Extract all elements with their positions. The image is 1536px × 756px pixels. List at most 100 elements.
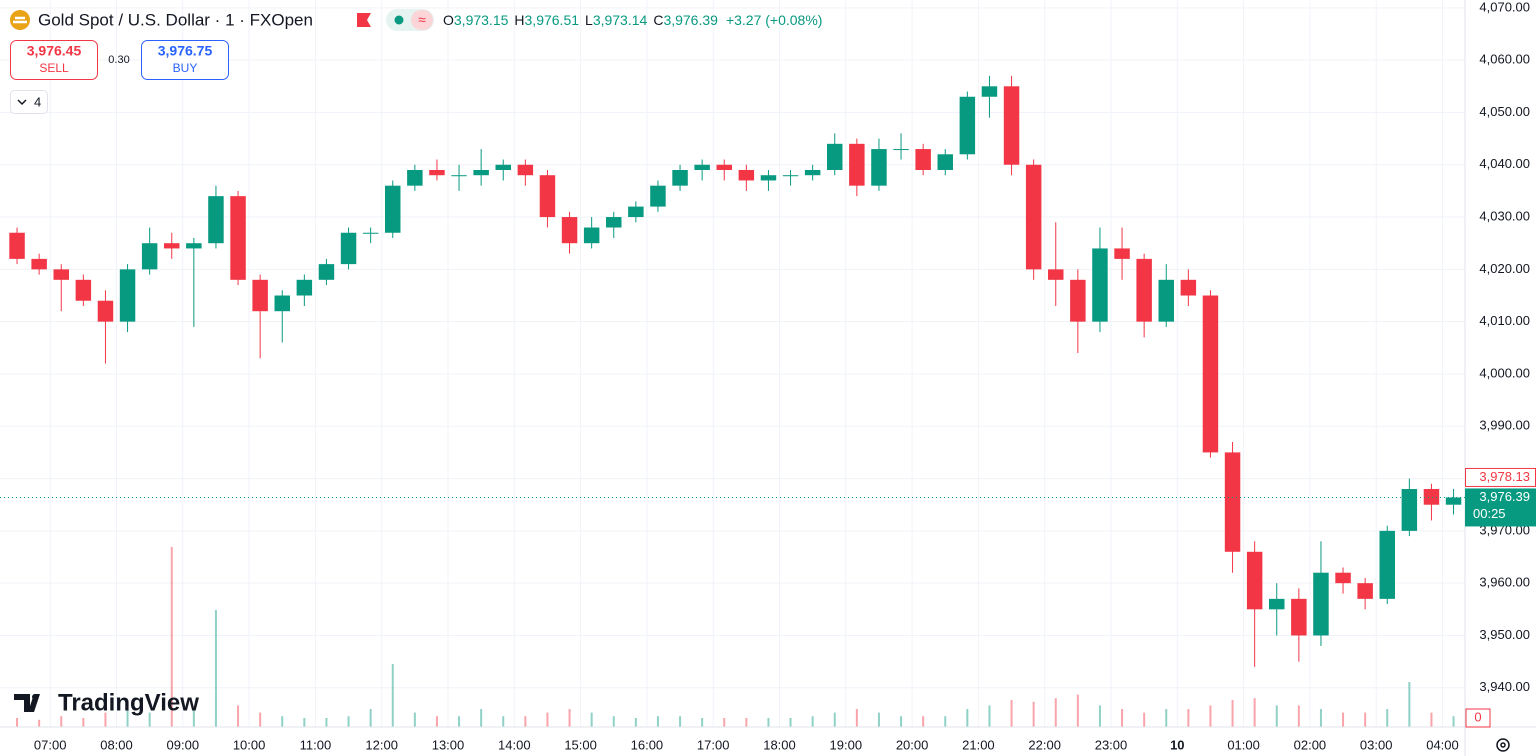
x-tick-label: 14:00: [498, 737, 531, 752]
volume-bar: [656, 716, 659, 727]
volume-bar: [524, 716, 527, 727]
volume-bar: [634, 718, 637, 727]
volume-bar: [1054, 698, 1057, 727]
x-tick-label: 22:00: [1028, 737, 1061, 752]
volume-bar: [900, 716, 903, 727]
candle-body: [1423, 489, 1440, 505]
x-tick-label: 12:00: [365, 737, 398, 752]
candle-body: [274, 295, 290, 312]
volume-bar: [1165, 709, 1168, 727]
buy-label: BUY: [173, 61, 198, 75]
candle-body: [716, 164, 732, 170]
x-tick-label: 07:00: [34, 737, 67, 752]
candle-body: [1224, 452, 1241, 552]
y-tick-label: 4,040.00: [1479, 156, 1530, 171]
y-tick-label: 3,990.00: [1479, 418, 1530, 433]
candle-body: [208, 196, 224, 244]
change: +3.27 (+0.08%): [726, 12, 823, 28]
x-tick-label: 10: [1170, 737, 1184, 752]
volume-bar: [303, 718, 306, 727]
candle-body: [539, 175, 556, 218]
volume-bar: [612, 716, 615, 727]
volume-bar: [391, 664, 394, 727]
volume-bar: [38, 719, 41, 727]
candle-body: [1313, 572, 1329, 636]
volume-bar: [82, 718, 85, 727]
volume-bar: [877, 712, 880, 727]
volume-bar: [679, 716, 682, 727]
volume-bar: [966, 709, 969, 727]
candle-body: [1180, 279, 1197, 296]
volume-bar: [60, 716, 63, 727]
volume-bar: [104, 712, 107, 727]
volume-bar: [855, 709, 858, 727]
candle-body: [937, 154, 953, 170]
x-tick-label: 08:00: [100, 737, 133, 752]
candle-body: [1114, 248, 1130, 259]
volume-bar: [1076, 694, 1079, 727]
candle-body: [318, 264, 335, 280]
spread: 0.30: [108, 54, 129, 66]
logo-text[interactable]: TradingView: [58, 689, 199, 716]
candle-body: [119, 269, 136, 322]
volume-bar: [458, 716, 461, 727]
flag-icon[interactable]: [357, 13, 371, 27]
candle-body: [561, 217, 578, 244]
volume-bar: [988, 705, 991, 727]
volume-bar: [745, 718, 748, 727]
l-key: L: [585, 12, 593, 28]
candle-body: [53, 269, 69, 280]
candle-body: [1092, 248, 1108, 322]
candle-body: [871, 149, 887, 186]
x-tick-label: 20:00: [896, 737, 929, 752]
buy-button[interactable]: [141, 40, 229, 80]
candle-body: [1025, 164, 1042, 270]
volume-bar: [1143, 712, 1146, 727]
candle-body: [1291, 598, 1307, 636]
candle-body: [583, 227, 600, 244]
candle-body: [1070, 279, 1086, 322]
volume-bar: [789, 718, 792, 727]
volume-bar: [1010, 700, 1013, 727]
volume-bar: [1319, 709, 1322, 727]
y-tick-label: 3,950.00: [1479, 627, 1530, 642]
sell-label: SELL: [39, 61, 69, 75]
candle-body: [1202, 295, 1219, 453]
candle-body: [451, 175, 467, 177]
candle-body: [1269, 598, 1285, 610]
volume-bar: [281, 716, 284, 727]
volume-bar: [1098, 705, 1101, 727]
candle-body: [252, 279, 268, 312]
h-value: 3,976.51: [525, 12, 580, 28]
volume-bar: [1187, 709, 1190, 727]
candle-body: [473, 169, 489, 176]
symbol-icon-glyph: [13, 16, 27, 24]
countdown-label: 00:25: [1473, 506, 1506, 521]
c-value: 3,976.39: [663, 12, 718, 28]
symbol-title[interactable]: Gold Spot / U.S. Dollar · 1 · FXOpen: [38, 10, 313, 29]
volume-bar: [1231, 700, 1234, 727]
y-tick-label: 3,960.00: [1479, 575, 1530, 590]
x-tick-label: 13:00: [432, 737, 465, 752]
volume-bar: [192, 709, 195, 727]
candle-body: [385, 185, 401, 233]
y-tick-label: 4,060.00: [1479, 52, 1530, 67]
candle-body: [296, 279, 313, 296]
candle-body: [186, 243, 202, 249]
candle-body: [75, 279, 92, 301]
settings-icon[interactable]: [1496, 738, 1510, 752]
delay-icon: ≈: [418, 12, 426, 28]
volume-bar: [723, 718, 726, 727]
volume-bar: [480, 709, 483, 727]
sell-button[interactable]: [10, 40, 98, 80]
x-tick-label: 18:00: [763, 737, 796, 752]
volume-bar: [1032, 701, 1035, 727]
indicators-toggle[interactable]: [10, 90, 48, 114]
l-value: 3,973.14: [593, 12, 648, 28]
candle-body: [362, 232, 379, 234]
symbol-icon: [10, 10, 30, 30]
candle-body: [1335, 572, 1351, 584]
